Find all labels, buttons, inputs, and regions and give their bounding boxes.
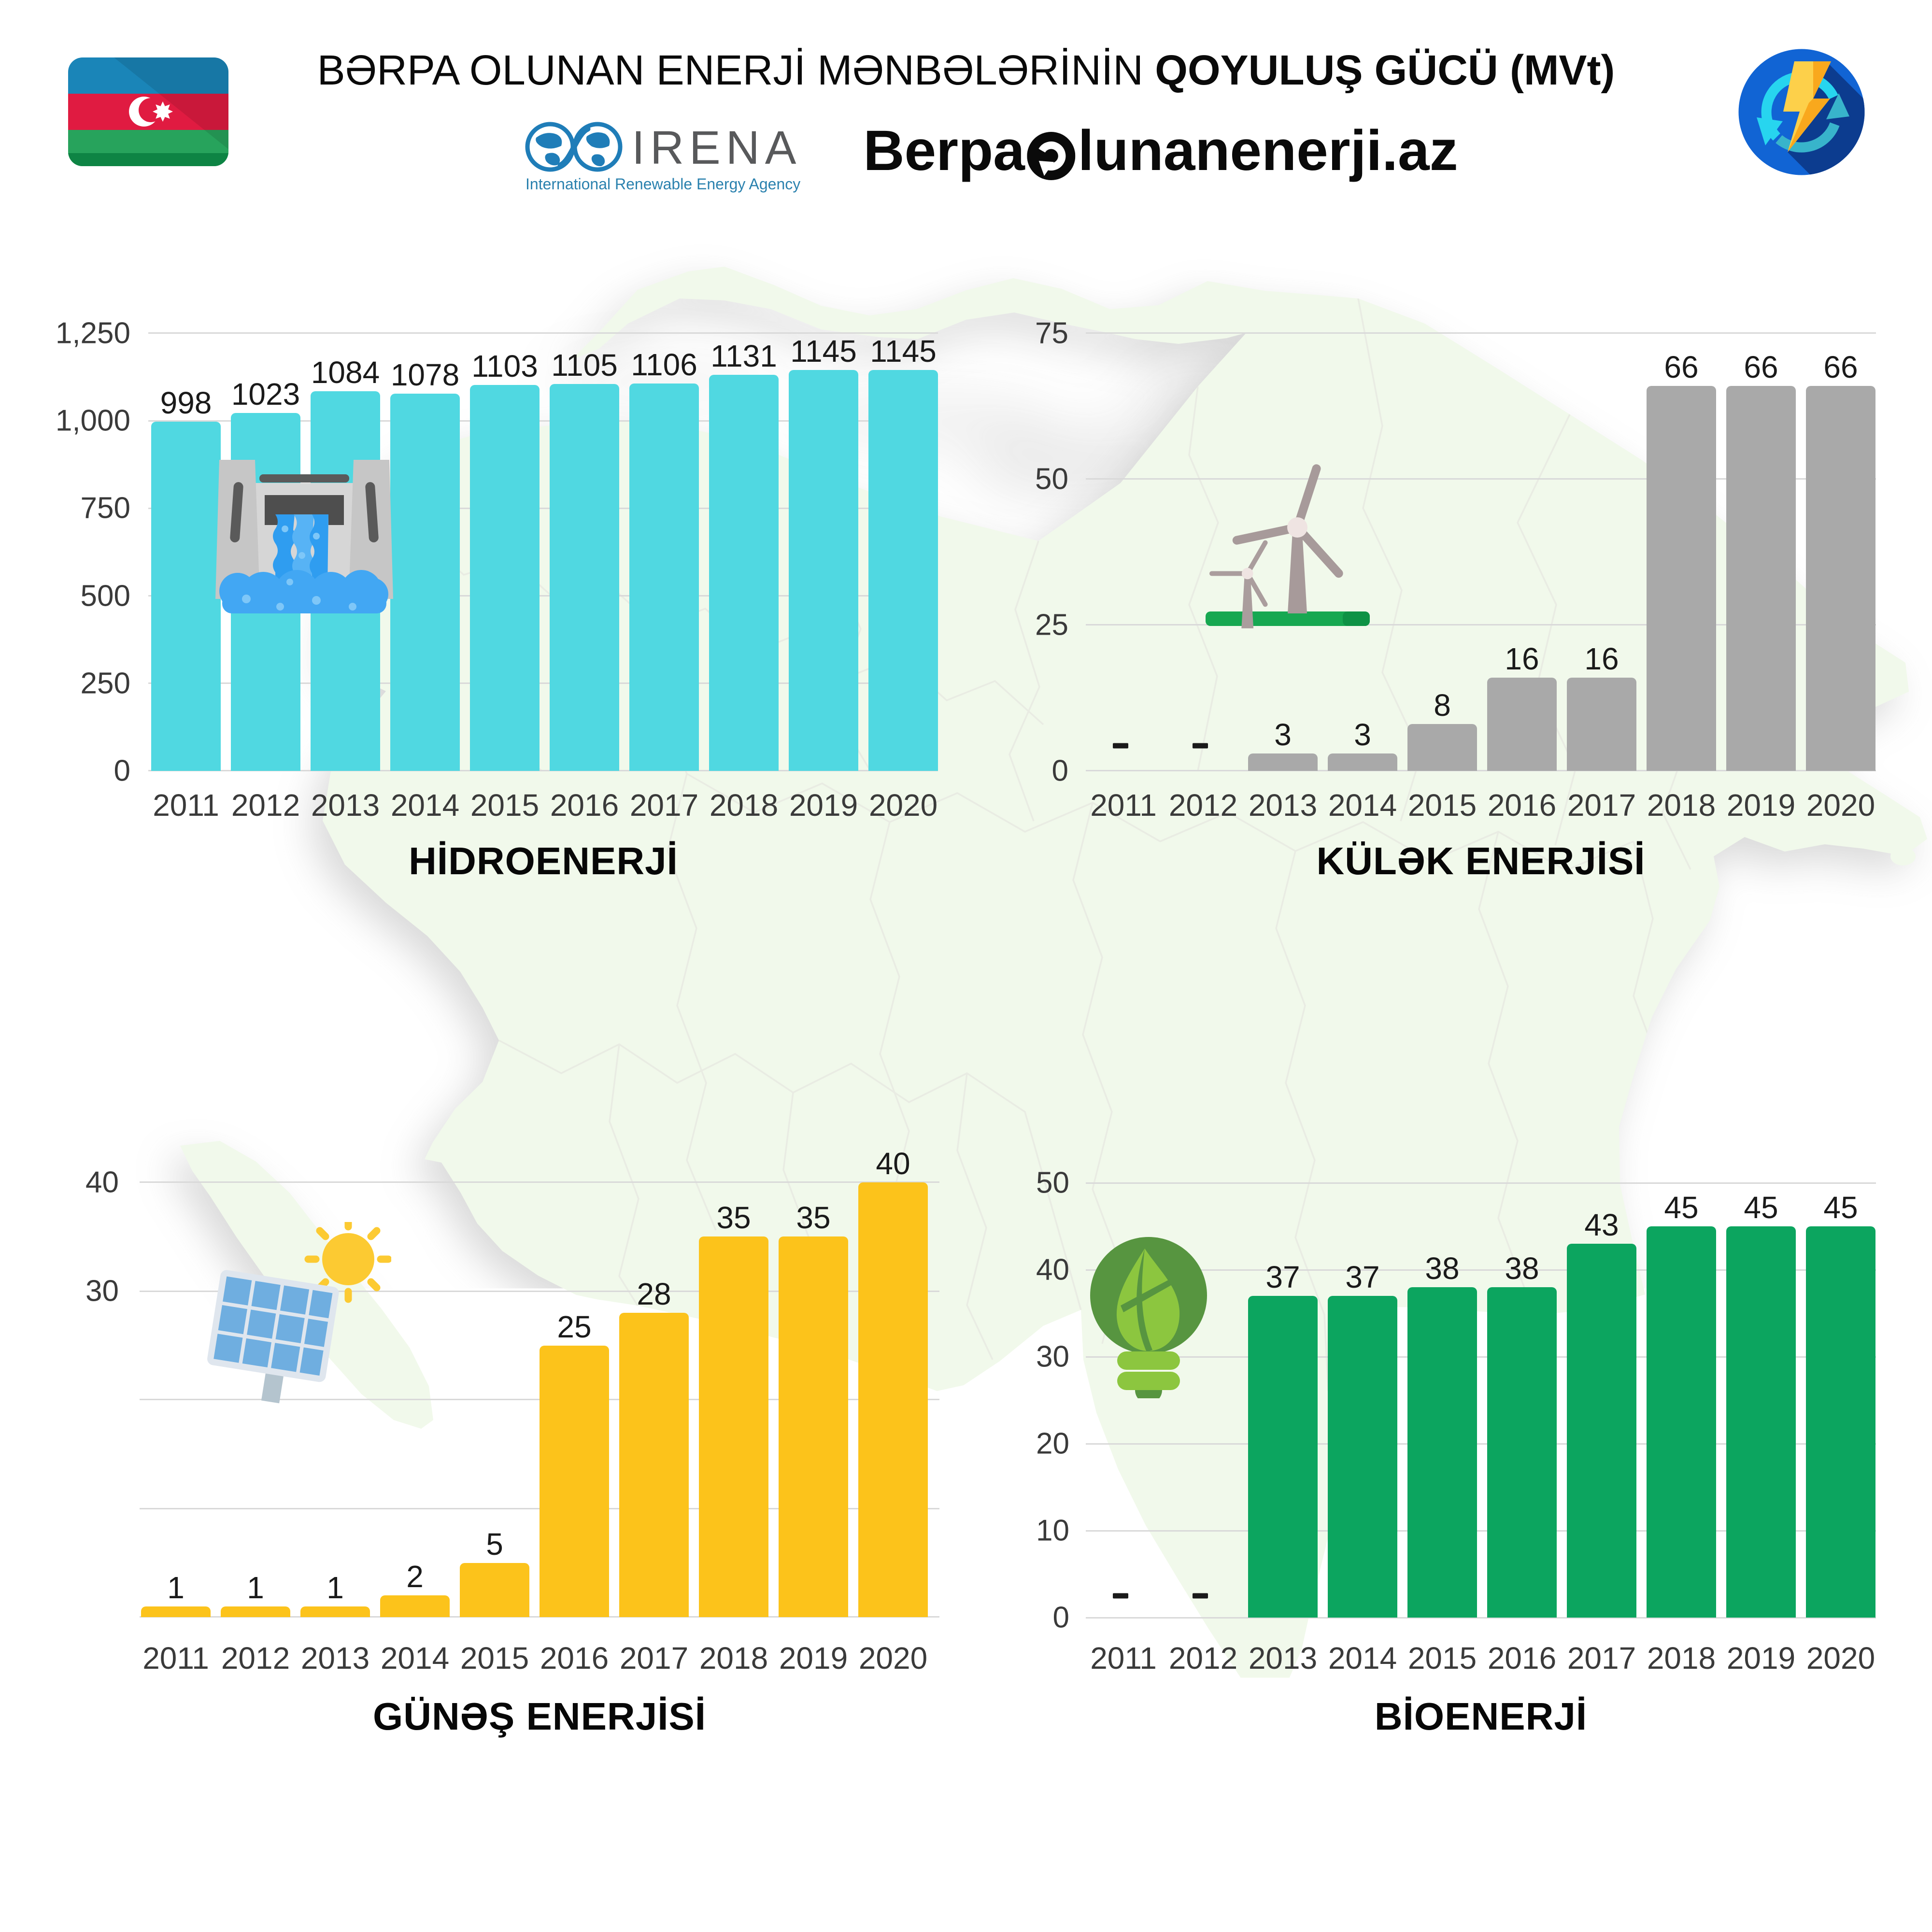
svg-text:International Renewable Energy: International Renewable Energy Agency <box>526 175 800 193</box>
svg-text:IRENA: IRENA <box>632 121 801 174</box>
